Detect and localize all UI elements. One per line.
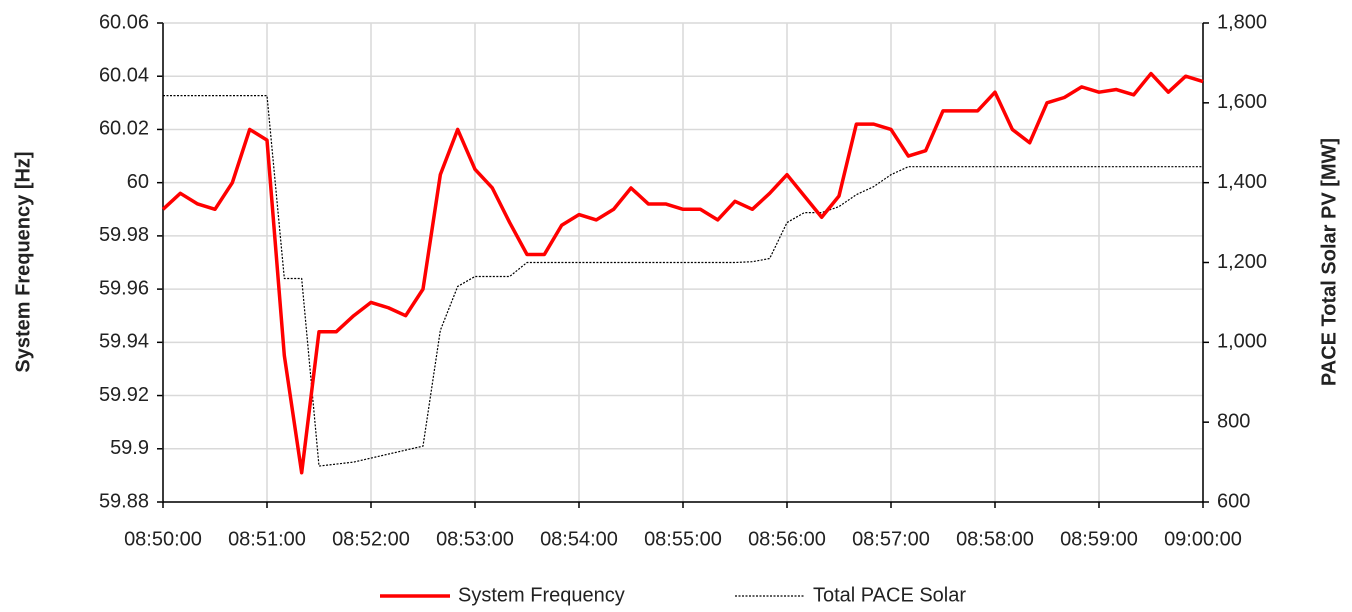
y2-tick-label: 1,200 <box>1217 251 1267 273</box>
y-tick-label: 59.92 <box>99 384 149 406</box>
y-tick-label: 60.02 <box>99 118 149 140</box>
x-tick-label: 08:55:00 <box>644 528 722 550</box>
x-tick-label: 09:00:00 <box>1164 528 1242 550</box>
x-tick-label: 08:58:00 <box>956 528 1034 550</box>
y-tick-label: 60.04 <box>99 65 149 87</box>
x-tick-label: 08:56:00 <box>748 528 826 550</box>
x-tick-label: 08:50:00 <box>124 528 202 550</box>
legend-label: Total PACE Solar <box>813 584 966 606</box>
x-tick-label: 08:54:00 <box>540 528 618 550</box>
x-tick-label: 08:59:00 <box>1060 528 1138 550</box>
y2-tick-label: 1,600 <box>1217 91 1267 113</box>
y2-tick-label: 1,000 <box>1217 331 1267 353</box>
x-tick-label: 08:57:00 <box>852 528 930 550</box>
y-tick-label: 59.96 <box>99 277 149 299</box>
y-tick-label: 59.94 <box>99 331 149 353</box>
y-tick-label: 59.88 <box>99 490 149 512</box>
x-tick-label: 08:51:00 <box>228 528 306 550</box>
y2-tick-label: 800 <box>1217 410 1250 432</box>
x-tick-label: 08:53:00 <box>436 528 514 550</box>
y2-tick-label: 1,400 <box>1217 171 1267 193</box>
y-tick-label: 59.9 <box>110 437 149 459</box>
x-tick-label: 08:52:00 <box>332 528 410 550</box>
y2-tick-label: 600 <box>1217 490 1250 512</box>
y-tick-label: 60 <box>127 171 149 193</box>
y-tick-label: 60.06 <box>99 11 149 33</box>
legend-label: System Frequency <box>458 584 625 606</box>
series-line <box>163 95 1203 467</box>
series-line <box>161 71 1204 475</box>
y2-tick-label: 1,800 <box>1217 11 1267 33</box>
y2-axis-title: PACE Total Solar PV [MW] <box>1318 138 1340 386</box>
y-tick-label: 59.98 <box>99 224 149 246</box>
y-axis-title: System Frequency [Hz] <box>12 151 34 372</box>
